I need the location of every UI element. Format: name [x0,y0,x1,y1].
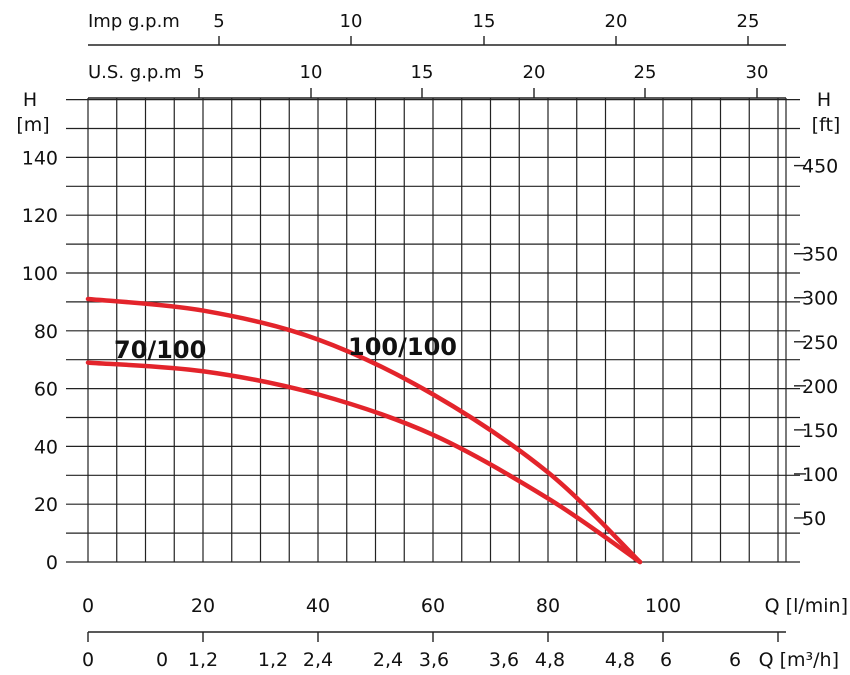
us-tick-label: 15 [411,62,434,83]
m3h-tick-label: 4,8 [535,649,565,671]
y-right-tick-label: 50 [802,508,826,530]
m3h-tick-label: 0 [156,649,168,671]
us-axis-label: U.S. g.p.m [88,62,182,83]
y-left-axis-unit: [m] [16,114,49,136]
imp-tick-label: 20 [605,11,628,32]
us-tick-label: 30 [746,62,769,83]
y-left-tick-label: 0 [46,552,58,574]
x-tick-label: 0 [82,595,94,617]
imp-tick-label: 5 [213,11,224,32]
y-left-tick-label: 40 [34,436,58,458]
m3h-tick-label: 4,8 [605,649,635,671]
y-left-tick-label: 60 [34,379,58,401]
m3h-tick-label: 6 [729,649,741,671]
m3h-tick-label: 1,2 [188,649,218,671]
x-tick-label: 60 [421,595,445,617]
us-tick-label: 20 [523,62,546,83]
series-lines [85,296,643,565]
grid [66,98,800,563]
y-right-tick-label: 100 [802,464,838,486]
y-left-tick-label: 140 [22,147,58,169]
y-left-axis-label: H [23,89,37,111]
y-right-tick-label: 350 [802,244,838,266]
imp-axis-label: Imp g.p.m [88,11,180,32]
m3h-tick-label: 3,6 [489,649,519,671]
labels: 020406080100120140H[m]501001502002503003… [16,11,848,671]
y-right-tick-label: 300 [802,288,838,310]
y-right-tick-label: 150 [802,420,838,442]
m3h-tick-label: 1,2 [258,649,288,671]
x-axis-label: Q [l/min] [765,595,848,617]
imp-tick-label: 10 [340,11,363,32]
m3h-axis-label: Q [m³/h] [759,649,839,671]
series-label-70-100: 70/100 [114,336,206,364]
x-tick-label: 80 [536,595,560,617]
y-left-tick-label: 100 [22,263,58,285]
y-right-tick-label: 250 [802,332,838,354]
y-left-tick-label: 120 [22,205,58,227]
y-right-axis-unit: [ft] [812,114,841,136]
axes [87,36,806,642]
y-left-tick-label: 20 [34,494,58,516]
x-tick-label: 40 [306,595,330,617]
x-tick-label: 20 [191,595,215,617]
y-right-tick-label: 450 [802,156,838,178]
series-line-100-100 [85,296,643,565]
m3h-tick-label: 2,4 [303,649,333,671]
us-tick-label: 25 [634,62,657,83]
series-label-100-100: 100/100 [348,333,457,361]
x-tick-label: 100 [645,595,681,617]
us-tick-label: 5 [193,62,204,83]
m3h-tick-label: 0 [82,649,94,671]
imp-tick-label: 15 [473,11,496,32]
m3h-tick-label: 6 [660,649,672,671]
y-left-tick-label: 80 [34,321,58,343]
y-right-axis-label: H [817,89,831,111]
series-line-70-100 [85,360,643,565]
imp-tick-label: 25 [737,11,760,32]
m3h-tick-label: 3,6 [419,649,449,671]
us-tick-label: 10 [300,62,323,83]
m3h-tick-label: 2,4 [373,649,403,671]
y-right-tick-label: 200 [802,376,838,398]
